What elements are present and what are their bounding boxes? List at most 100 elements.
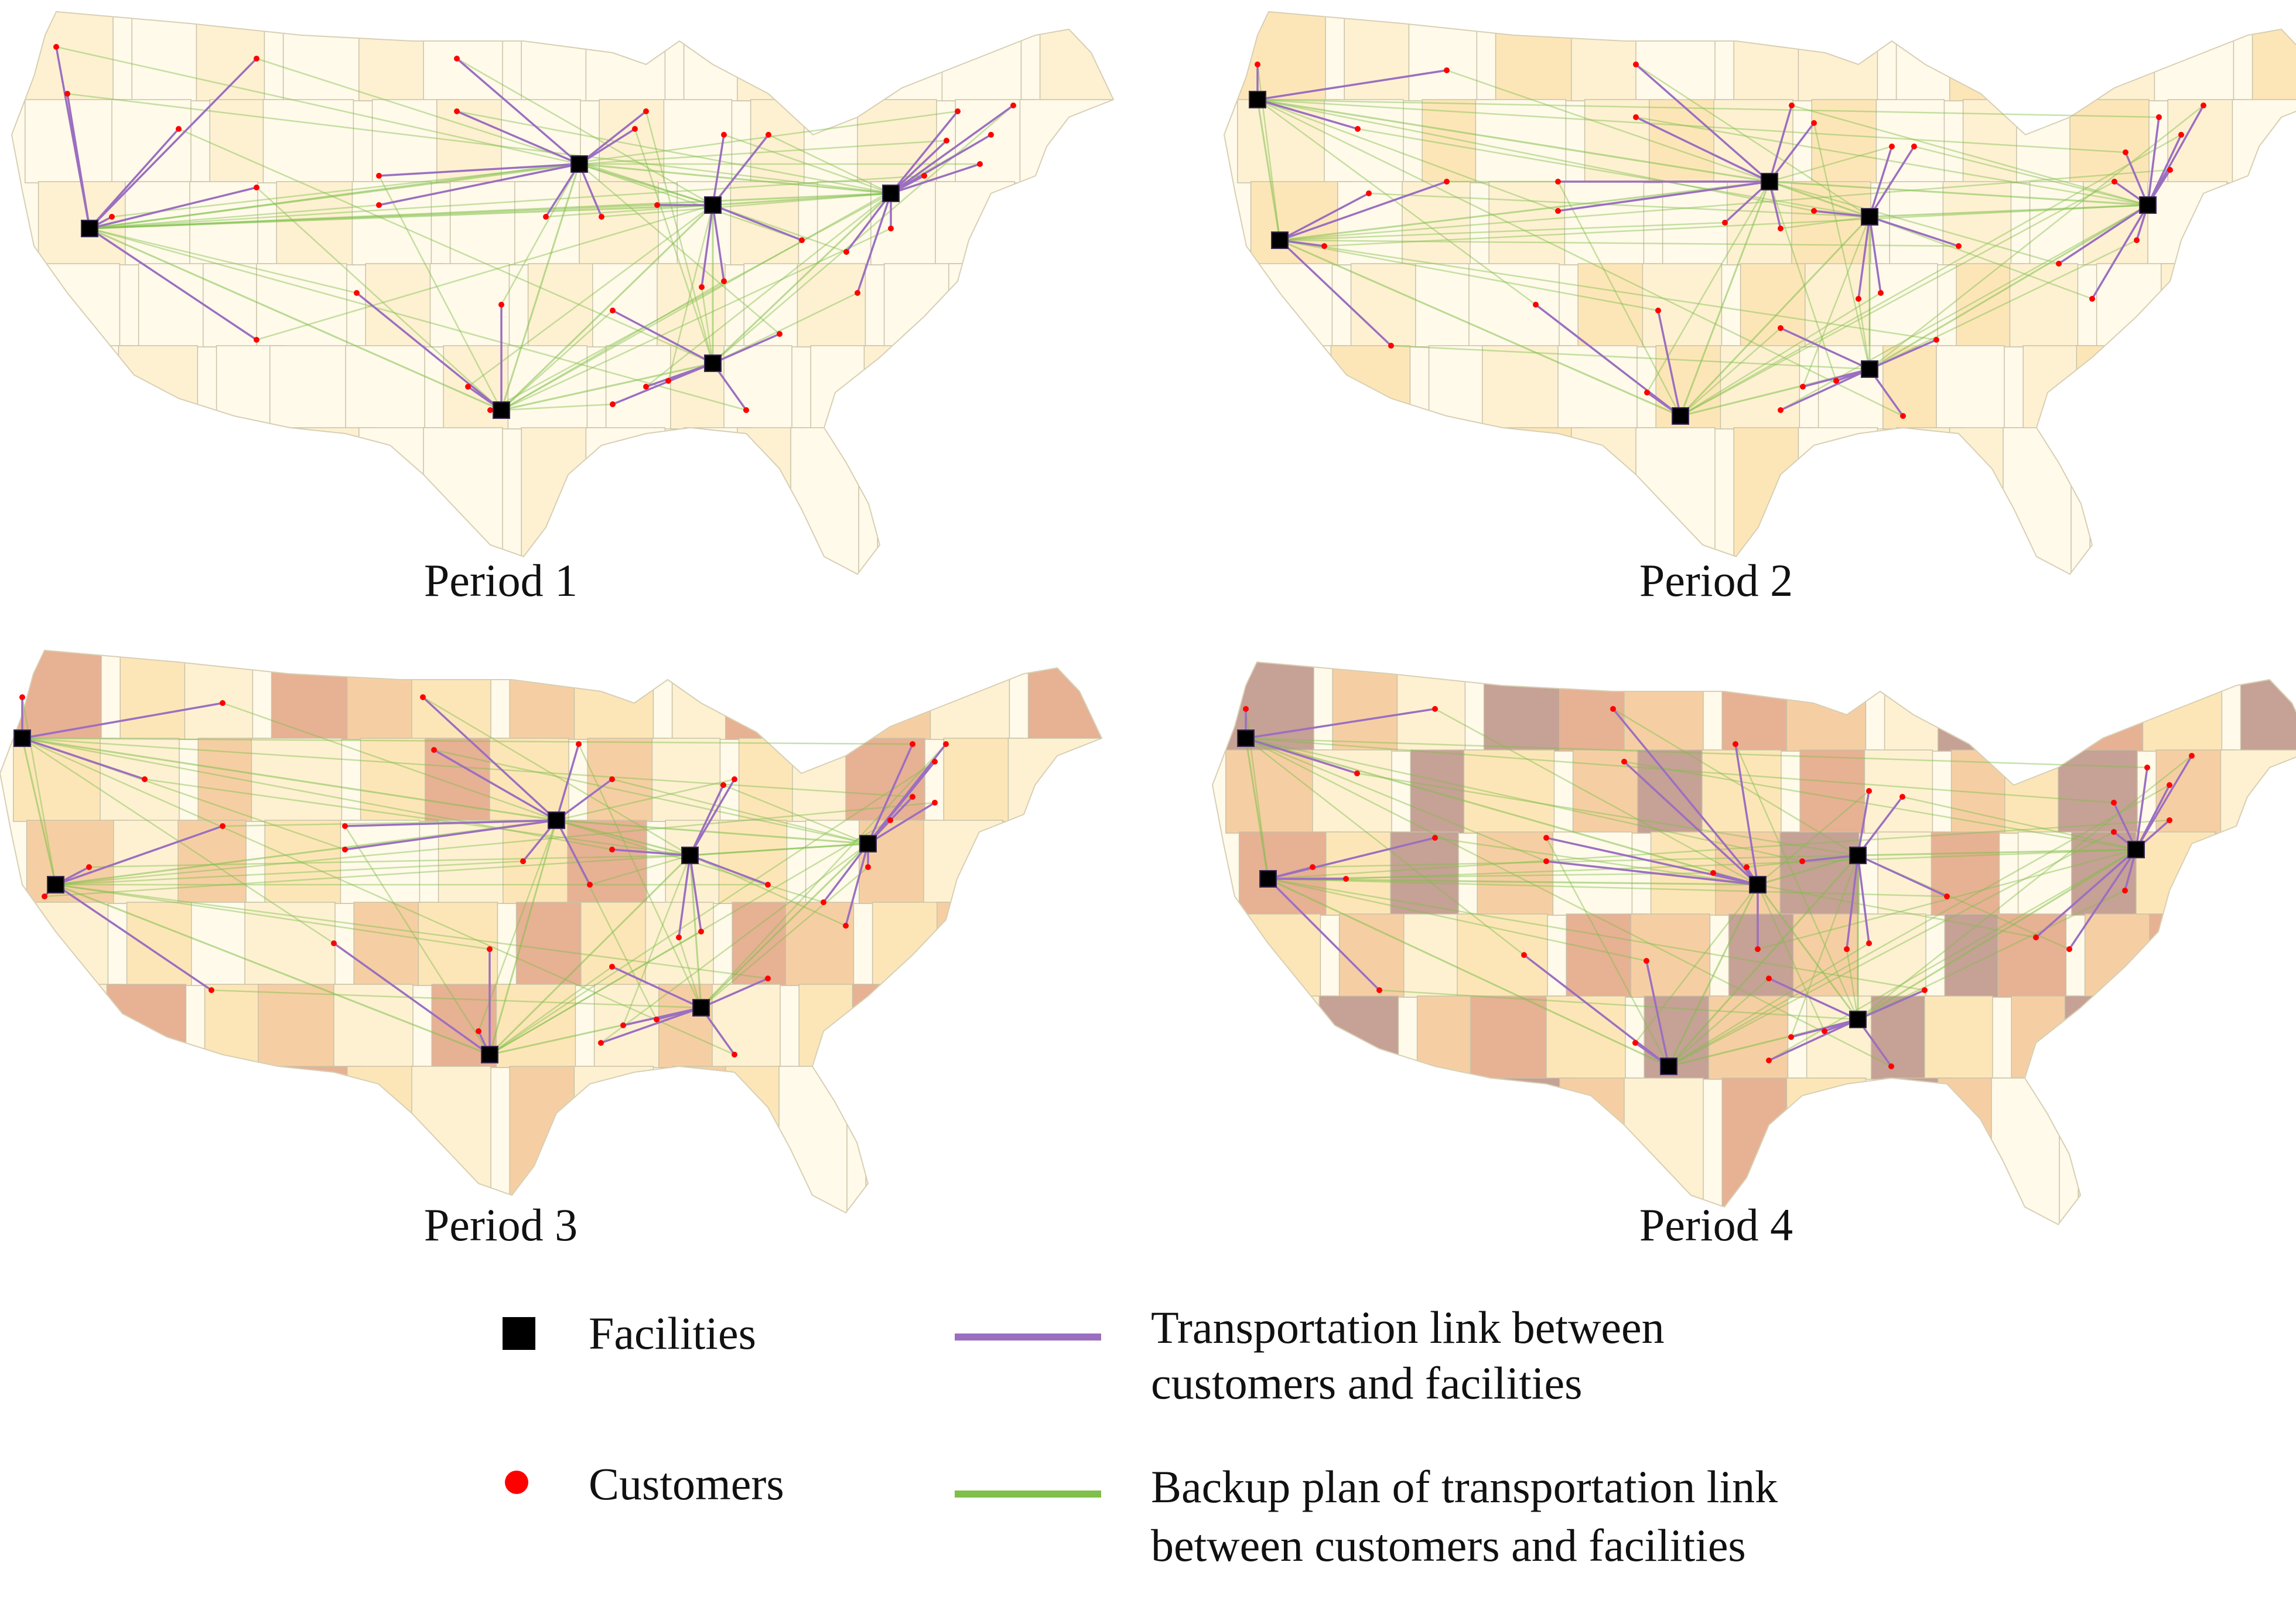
state-region [2078, 1077, 2158, 1225]
transport-link [1257, 98, 1358, 130]
backup-link [89, 192, 891, 230]
backup-link [1390, 345, 1870, 370]
backup-link [1267, 878, 1758, 886]
transport-link [1635, 63, 1771, 183]
customers [1243, 706, 2195, 1069]
customer-point [498, 302, 504, 308]
backup-link [1668, 831, 2114, 1067]
state-region [2154, 12, 2234, 101]
transport-link [856, 193, 892, 294]
state-region [1702, 749, 1782, 834]
backup-link [1379, 989, 1858, 1021]
state-region [1033, 181, 1113, 265]
state-region [6, 902, 109, 986]
backup-link [1869, 216, 2093, 300]
customer-point [609, 776, 615, 782]
customer-point [599, 214, 604, 220]
customer-point [643, 108, 649, 114]
transport-link [845, 843, 869, 926]
state-region [1708, 995, 1789, 1080]
state-region [1463, 749, 1555, 834]
state-region [1212, 1077, 1314, 1225]
state-region [2069, 99, 2150, 183]
customer-point [610, 308, 616, 313]
facility-marker [1259, 870, 1277, 888]
transport-link [867, 743, 914, 844]
backup-link [634, 128, 714, 364]
state-region [269, 345, 361, 429]
backup-link [701, 743, 947, 1008]
backup-link [1257, 98, 1815, 212]
transport-link [55, 884, 212, 991]
state-region [1019, 99, 1113, 183]
state-region [1936, 345, 2005, 429]
customer-point [988, 132, 994, 138]
backup-link [378, 175, 503, 411]
facility-marker [704, 354, 722, 372]
backup-link [611, 778, 869, 845]
customer-point [1766, 976, 1772, 981]
customer-point [1366, 190, 1372, 196]
state-region [1324, 99, 1404, 183]
state-region [785, 902, 855, 986]
state-region [2225, 263, 2296, 347]
state-region [1642, 263, 1723, 347]
state-region [1791, 181, 1871, 265]
transport-link [22, 702, 223, 739]
transport-link [890, 163, 980, 195]
state-region [1635, 12, 1716, 101]
period-2-label: Period 2 [1639, 555, 1793, 606]
backup-link [1245, 737, 2114, 804]
transport-link [1857, 854, 1948, 898]
customer-point [1933, 337, 1939, 343]
backup-link [1357, 128, 1870, 218]
customer-point [1444, 179, 1450, 185]
backup-link [89, 227, 502, 411]
backup-link [1257, 98, 1904, 417]
state-region [1250, 181, 1353, 265]
state-region [930, 650, 1010, 740]
backup-link [1780, 216, 1870, 230]
transport-link [1557, 180, 1770, 212]
backup-link [600, 843, 869, 1044]
backup-link [1545, 837, 1670, 1067]
transport-link [1546, 860, 1758, 886]
backup-link [489, 760, 935, 1056]
state-region [496, 984, 576, 1068]
transport-link [88, 128, 180, 230]
customer-point [1543, 835, 1549, 841]
customer-point [665, 378, 671, 384]
state-region [282, 427, 374, 574]
transport-link [1780, 368, 1870, 411]
backup-link [1245, 737, 1892, 1067]
customer-point [2167, 817, 2172, 823]
customer-point [1533, 302, 1539, 308]
state-region [429, 263, 510, 347]
us-map-period-2 [1223, 11, 2296, 575]
customer-point [1555, 208, 1561, 214]
state-region [949, 984, 1030, 1068]
backup-link [589, 854, 691, 886]
customer-point [765, 976, 771, 981]
facility-marker [481, 1046, 498, 1063]
backup-link [723, 134, 891, 195]
backup-link [1668, 978, 1769, 1067]
state-region [1013, 263, 1113, 347]
customer-point [2201, 103, 2206, 108]
backup-link [689, 854, 846, 927]
customer-point [721, 278, 727, 284]
state-region [2233, 831, 2296, 916]
customer-point [609, 964, 615, 970]
backup-link [55, 884, 490, 950]
facility-marker [1849, 1011, 1867, 1028]
customer-point [1355, 126, 1361, 132]
backup-link [44, 843, 869, 898]
customer-point [1766, 1058, 1772, 1063]
backup-link [1914, 145, 2148, 206]
transport-link [1768, 105, 1793, 182]
state-region [1630, 913, 1711, 998]
backup-link [1857, 755, 2192, 1020]
state-region [937, 902, 1017, 986]
transport-link [344, 819, 557, 827]
backup-links [1256, 63, 2204, 417]
